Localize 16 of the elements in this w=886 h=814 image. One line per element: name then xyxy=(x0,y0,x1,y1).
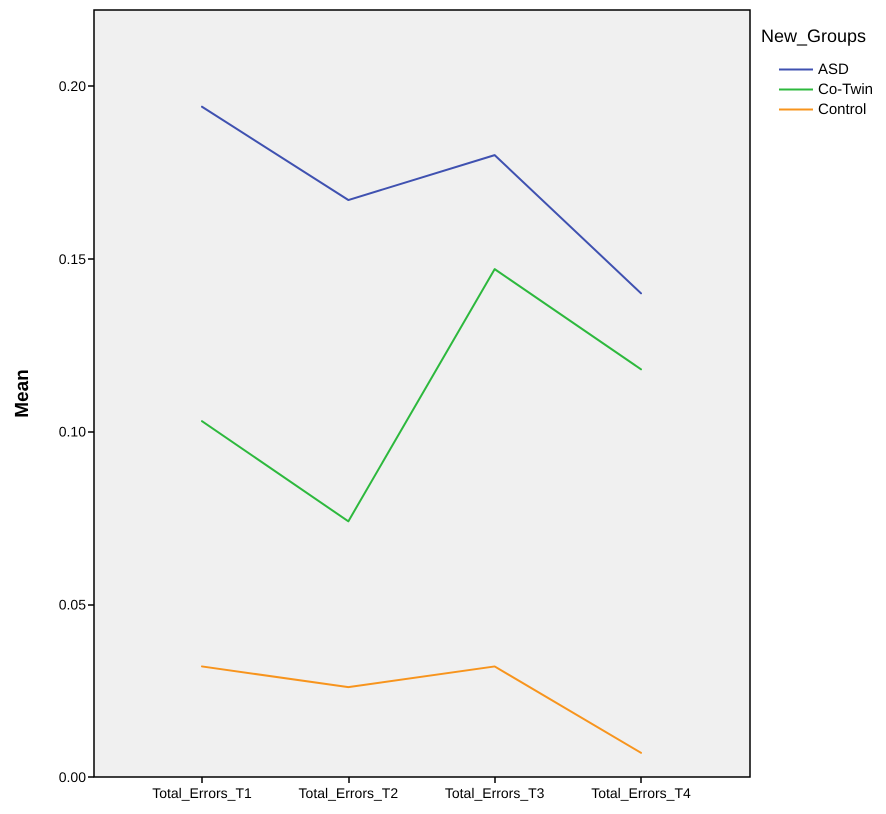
line-series xyxy=(201,106,642,294)
x-tick-label: Total_Errors_T3 xyxy=(444,785,545,801)
x-tick-label: Total_Errors_T1 xyxy=(152,785,252,801)
legend-title: New_Groups xyxy=(761,26,866,46)
x-tick-label: Total_Errors_T2 xyxy=(298,785,398,801)
y-tick-label: 0.00 xyxy=(58,769,86,785)
y-tick-label: 0.10 xyxy=(58,424,86,440)
legend-label: Co-Twin xyxy=(818,81,874,98)
legend-label: ASD xyxy=(818,61,849,78)
y-axis-title: Mean xyxy=(12,369,33,418)
line-series xyxy=(201,268,642,522)
y-tick-label: 0.15 xyxy=(58,250,86,267)
x-tick-label: Total_Errors_T4 xyxy=(591,785,692,801)
y-tick-label: 0.05 xyxy=(58,596,86,612)
y-tick-label: 0.20 xyxy=(58,78,86,94)
legend-label: Control xyxy=(818,101,866,118)
